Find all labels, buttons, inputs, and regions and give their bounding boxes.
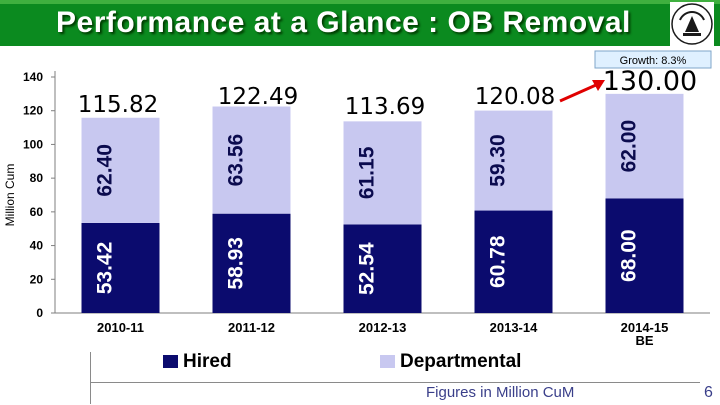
- page-title: Performance at a Glance : OB Removal: [56, 6, 631, 39]
- bar-departmental: [605, 93, 684, 199]
- total-label: 120.08: [475, 84, 555, 110]
- data-label-hired: 52.54: [356, 242, 379, 295]
- y-tick-label: 80: [30, 171, 44, 185]
- growth-arrow: [559, 83, 597, 103]
- y-tick-label: 40: [30, 239, 44, 253]
- total-label: 122.49: [218, 84, 298, 110]
- y-tick-label: 0: [36, 306, 43, 320]
- arrow-head-icon: [592, 80, 605, 91]
- bar-departmental: [343, 121, 422, 225]
- bar-hired: [605, 198, 684, 313]
- growth-badge: [594, 50, 712, 69]
- y-tick-label: 140: [23, 70, 43, 84]
- legend-swatch-hired: [163, 355, 178, 368]
- page-number: 6: [704, 384, 713, 401]
- x-tick-label: BE: [635, 333, 653, 348]
- y-axis-label: Million Cum: [3, 164, 17, 227]
- y-tick-label: 120: [23, 104, 43, 118]
- legend-label-hired: Hired: [183, 351, 232, 372]
- data-label-hired: 60.78: [487, 235, 510, 288]
- company-emblem-icon: [670, 2, 714, 46]
- total-label: 113.69: [345, 94, 425, 120]
- y-tick-label: 60: [30, 205, 44, 219]
- x-tick-label: 2010-11: [97, 320, 144, 335]
- data-label-departmental: 63.56: [225, 134, 248, 187]
- y-tick-label: 20: [30, 272, 44, 286]
- data-label-hired: 68.00: [618, 229, 641, 282]
- data-label-hired: 58.93: [225, 237, 248, 290]
- x-tick-label: 2014-15: [621, 320, 669, 335]
- x-tick-label: 2012-13: [359, 320, 407, 335]
- footnote: Figures in Million CuM: [426, 384, 575, 401]
- legend-label-departmental: Departmental: [400, 351, 521, 372]
- x-tick-label: 2011-12: [228, 320, 275, 335]
- data-label-departmental: 62.40: [94, 144, 117, 197]
- divider: [90, 382, 700, 383]
- bar-hired: [474, 210, 553, 313]
- data-label-departmental: 61.15: [356, 146, 379, 199]
- bar-departmental: [474, 110, 553, 211]
- total-label: 130.00: [603, 66, 697, 97]
- bar-hired: [212, 213, 291, 313]
- title-bar: Performance at a Glance : OB Removal: [0, 0, 720, 46]
- legend-swatch-departmental: [380, 355, 395, 368]
- data-label-hired: 53.42: [94, 242, 117, 295]
- y-tick-label: 100: [23, 137, 43, 151]
- bar-hired: [81, 222, 160, 313]
- bar-departmental: [81, 117, 160, 223]
- bar-departmental: [212, 106, 291, 214]
- total-label: 115.82: [78, 92, 158, 118]
- growth-annotation: Growth: 8.3%: [620, 55, 687, 67]
- bar-hired: [343, 224, 422, 313]
- divider: [90, 352, 91, 404]
- stacked-bar-chart: 0 20 40 60 80 100 120 140 Million Cum 53.42 62.40 2…: [3, 50, 712, 372]
- data-label-departmental: 62.00: [618, 120, 641, 173]
- x-tick-label: 2013-14: [490, 320, 538, 335]
- data-label-departmental: 59.30: [487, 134, 510, 187]
